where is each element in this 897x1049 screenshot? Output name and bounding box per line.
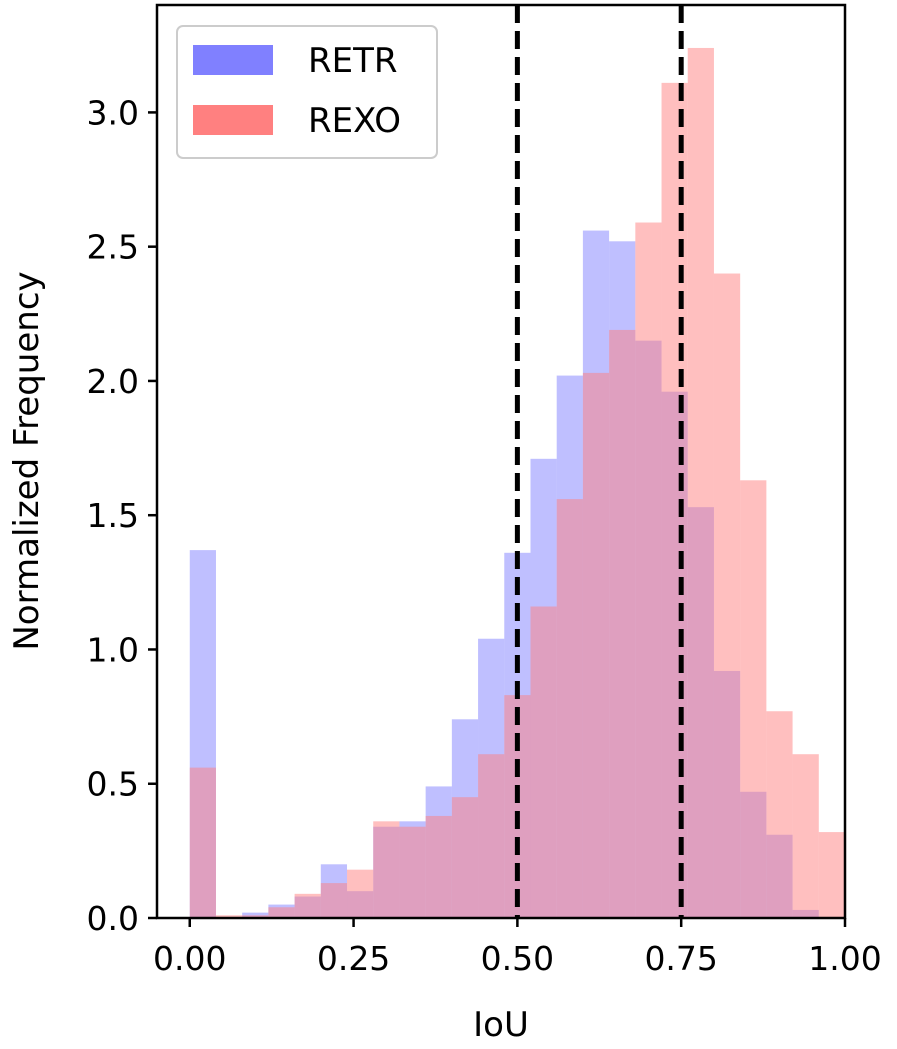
rexo-bar [609, 329, 636, 918]
rexo-bar [215, 915, 243, 918]
rexo-bar [582, 372, 610, 919]
rexo-bar [451, 797, 479, 918]
y-tick-label: 2.5 [87, 228, 139, 267]
rexo-bar [766, 711, 793, 918]
legend-label-rexo: REXO [308, 101, 401, 141]
rexo-bar [818, 832, 845, 918]
y-axis-label: Normalized Frequency [7, 271, 47, 650]
x-axis-label: IoU [473, 1005, 529, 1045]
rexo-bar [792, 754, 819, 918]
rexo-bar [347, 869, 374, 918]
bars-layer [189, 47, 845, 919]
rexo-bar [294, 893, 321, 918]
rexo-bar [556, 499, 583, 918]
rexo-bar [242, 915, 269, 918]
rexo-bar [661, 82, 688, 918]
x-tick-label: 1.00 [808, 939, 881, 978]
rexo-bar [740, 480, 767, 918]
rexo-bar [399, 826, 426, 918]
rexo-bar [713, 273, 741, 918]
y-axis-ticks: 0.0 0.5 1.0 1.5 2.0 2.5 3.0 [87, 93, 157, 938]
x-tick-label: 0.50 [481, 939, 554, 978]
rexo-bar [687, 47, 714, 918]
y-tick-label: 1.5 [87, 496, 139, 535]
legend: RETR REXO [176, 25, 438, 159]
rexo-bar [530, 606, 557, 918]
x-axis-ticks: 0.00 0.25 0.50 0.75 1.00 [153, 918, 882, 978]
legend-swatch-rexo [193, 105, 273, 135]
y-tick-label: 0.5 [87, 765, 139, 804]
plot-frame [155, 3, 847, 920]
legend-label-retr: RETR [308, 41, 398, 81]
rexo-bar [635, 222, 662, 919]
x-tick-label: 0.25 [317, 939, 390, 978]
y-tick-label: 1.0 [87, 630, 139, 669]
y-tick-label: 3.0 [87, 93, 139, 132]
y-tick-label: 2.0 [87, 362, 139, 401]
rexo-bar [320, 883, 348, 918]
rexo-bar [189, 767, 216, 918]
rexo-bar [268, 907, 295, 918]
y-tick-label: 0.0 [87, 899, 139, 938]
x-tick-label: 0.75 [644, 939, 717, 978]
x-tick-label: 0.00 [153, 939, 226, 978]
rexo-bar [373, 821, 400, 918]
reference-lines [514, 5, 684, 918]
legend-swatch-retr [193, 45, 273, 75]
rexo-bar [504, 695, 531, 918]
rexo-bar [478, 754, 505, 918]
rexo-bar [425, 815, 452, 918]
